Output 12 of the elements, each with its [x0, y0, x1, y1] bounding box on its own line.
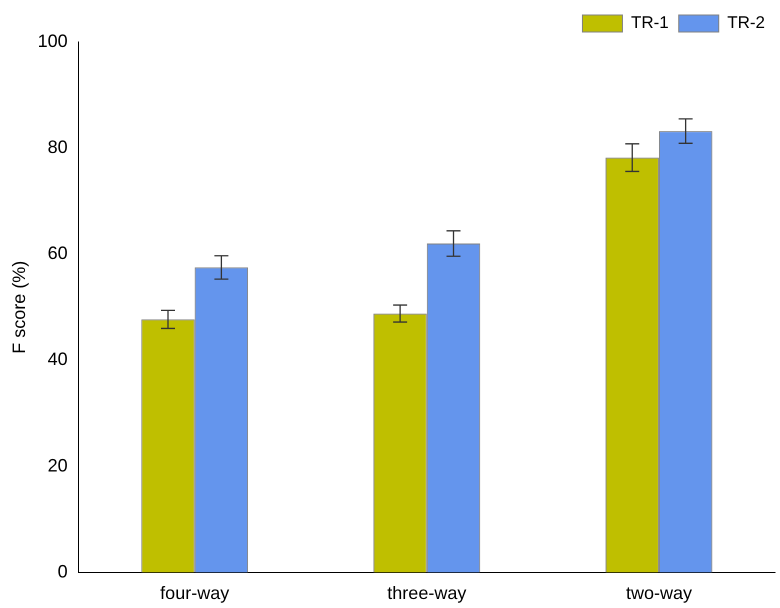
- legend-label: TR-1: [630, 13, 669, 32]
- x-tick-label: two-way: [626, 583, 692, 604]
- y-tick-label: 60: [48, 243, 68, 264]
- x-tick-label: three-way: [387, 583, 466, 604]
- y-tick-label: 0: [58, 561, 68, 582]
- legend-label: TR-2: [727, 13, 766, 32]
- y-axis-title: F score (%): [8, 260, 29, 354]
- y-tick-label: 100: [38, 30, 68, 51]
- x-tick-label: four-way: [160, 583, 230, 604]
- y-tick-label: 80: [48, 137, 68, 158]
- y-tick-label: 20: [48, 455, 68, 476]
- y-tick-label: 40: [48, 349, 68, 370]
